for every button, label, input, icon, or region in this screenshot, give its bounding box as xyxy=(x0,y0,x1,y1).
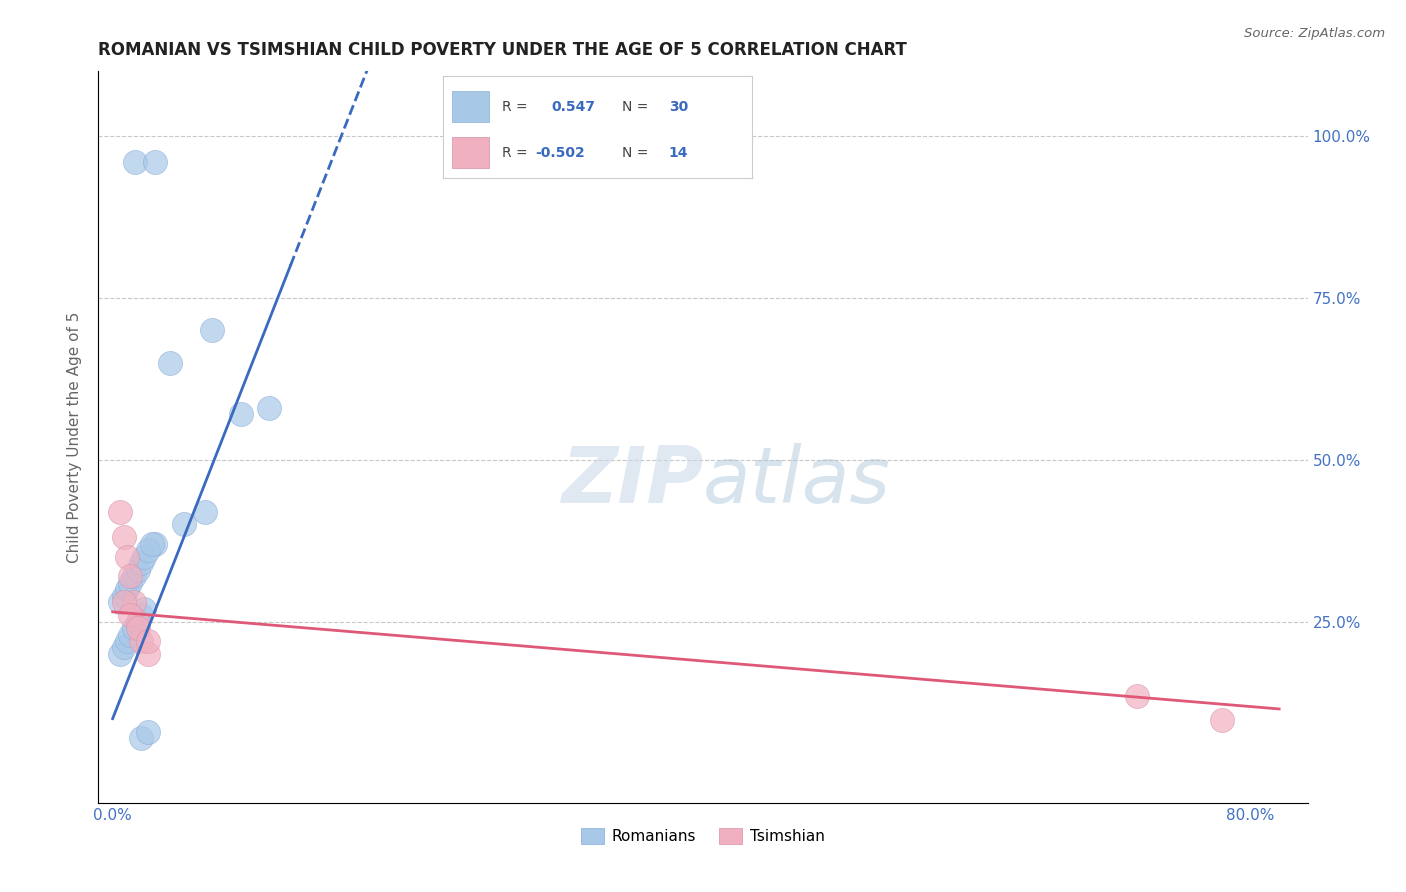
Text: N =: N = xyxy=(623,145,648,160)
Point xyxy=(136,634,159,648)
Point xyxy=(108,647,131,661)
Point xyxy=(136,543,159,558)
Point xyxy=(124,155,146,169)
Text: 0.547: 0.547 xyxy=(551,100,595,113)
FancyBboxPatch shape xyxy=(453,91,489,122)
Point xyxy=(194,504,217,518)
Point xyxy=(129,731,152,745)
Legend: Romanians, Tsimshian: Romanians, Tsimshian xyxy=(575,822,831,850)
Text: 14: 14 xyxy=(669,145,688,160)
Text: -0.502: -0.502 xyxy=(536,145,585,160)
Point xyxy=(118,627,141,641)
FancyBboxPatch shape xyxy=(453,137,489,168)
Point xyxy=(127,615,149,629)
Y-axis label: Child Poverty Under the Age of 5: Child Poverty Under the Age of 5 xyxy=(67,311,83,563)
Point xyxy=(201,323,224,337)
Point xyxy=(108,595,131,609)
Point xyxy=(141,537,163,551)
Point xyxy=(118,575,141,590)
Text: R =: R = xyxy=(502,100,527,113)
Point xyxy=(229,408,252,422)
Point xyxy=(118,569,141,583)
Point xyxy=(173,517,195,532)
Text: ZIP: ZIP xyxy=(561,443,703,519)
Point xyxy=(129,608,152,623)
Point xyxy=(143,537,166,551)
Point xyxy=(129,634,152,648)
Text: 30: 30 xyxy=(669,100,688,113)
Point xyxy=(122,595,145,609)
Point xyxy=(127,563,149,577)
Point xyxy=(136,724,159,739)
Text: Source: ZipAtlas.com: Source: ZipAtlas.com xyxy=(1244,27,1385,40)
Point xyxy=(257,401,280,415)
Point xyxy=(127,621,149,635)
Point xyxy=(129,557,152,571)
Point xyxy=(1211,713,1233,727)
Point xyxy=(132,601,155,615)
Point xyxy=(122,569,145,583)
Point xyxy=(122,621,145,635)
Point xyxy=(112,640,135,655)
Point xyxy=(115,582,138,597)
Text: R =: R = xyxy=(502,145,527,160)
Point xyxy=(118,608,141,623)
Point xyxy=(115,549,138,564)
Point xyxy=(112,589,135,603)
Point xyxy=(108,504,131,518)
Text: N =: N = xyxy=(623,100,648,113)
Point xyxy=(159,356,181,370)
Point xyxy=(143,155,166,169)
Text: ROMANIAN VS TSIMSHIAN CHILD POVERTY UNDER THE AGE OF 5 CORRELATION CHART: ROMANIAN VS TSIMSHIAN CHILD POVERTY UNDE… xyxy=(98,41,907,59)
Point xyxy=(127,615,149,629)
Point xyxy=(112,530,135,544)
Point xyxy=(1126,689,1149,703)
Point xyxy=(112,595,135,609)
Point xyxy=(132,549,155,564)
Point xyxy=(115,634,138,648)
Point xyxy=(136,647,159,661)
Text: atlas: atlas xyxy=(703,443,891,519)
